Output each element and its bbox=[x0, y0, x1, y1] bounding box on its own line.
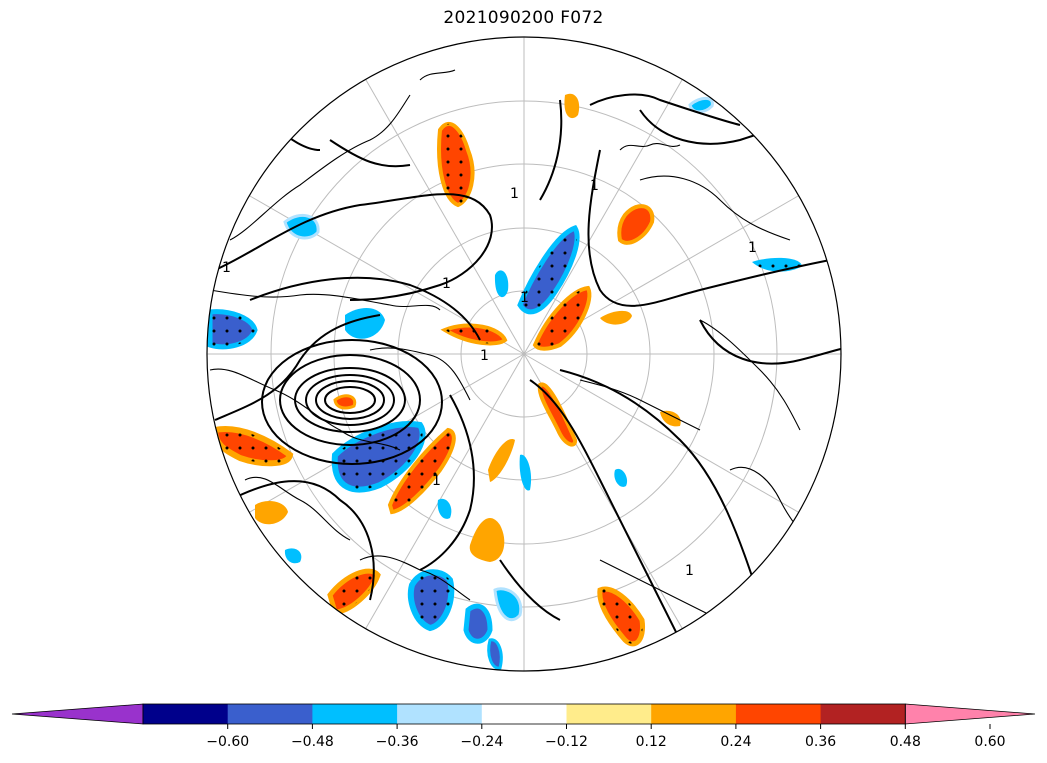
colorbar-tick-label: 0.60 bbox=[974, 734, 1005, 750]
colorbar-box bbox=[312, 704, 398, 724]
colorbar-tick-label: −0.36 bbox=[376, 734, 419, 750]
contour-labels: 1 1 1 1 1 1 1 1 1 bbox=[222, 178, 757, 579]
colorbar-box bbox=[143, 704, 229, 724]
contour-label: 1 bbox=[520, 290, 529, 306]
coastlines bbox=[209, 69, 811, 621]
colorbar-extend-max bbox=[904, 703, 1036, 725]
contour-label: 1 bbox=[510, 186, 519, 202]
colorbar-tick-label: −0.48 bbox=[291, 734, 334, 750]
polar-map: 1 1 1 1 1 1 1 1 1 bbox=[206, 36, 842, 672]
colorbar-box bbox=[651, 704, 737, 724]
height-contours bbox=[214, 93, 841, 661]
contour-label: 1 bbox=[590, 178, 599, 194]
colorbar-tick-label: 0.48 bbox=[890, 734, 921, 750]
colorbar-box bbox=[397, 704, 483, 724]
contour-label: 1 bbox=[442, 276, 451, 292]
colorbar-box bbox=[735, 704, 822, 724]
colorbar-outline bbox=[142, 703, 906, 725]
colorbar-box bbox=[566, 704, 652, 724]
contour-label: 1 bbox=[685, 563, 694, 579]
map-title: 2021090200 F072 bbox=[443, 8, 604, 28]
colorbar-box bbox=[820, 704, 906, 724]
colorbar-box bbox=[227, 704, 313, 724]
significance-stippling bbox=[210, 123, 802, 644]
colorbar-tick-label: −0.60 bbox=[206, 734, 249, 750]
colorbar-tick-label: −0.24 bbox=[460, 734, 503, 750]
contour-label: 1 bbox=[432, 473, 441, 489]
contour-label: 1 bbox=[222, 260, 231, 276]
colorbar-tick-label: 0.36 bbox=[805, 734, 836, 750]
contour-label: 1 bbox=[480, 348, 489, 364]
colorbar-tick-label: 0.24 bbox=[720, 734, 751, 750]
colorbar: −0.60 −0.48 −0.36 −0.24 −0.12 0.12 0.24 0.36 0.4… bbox=[11, 703, 1036, 750]
colorbar-extend-min bbox=[11, 703, 144, 725]
map-boundary bbox=[206, 36, 842, 672]
colorbar-tick-label: 0.12 bbox=[636, 734, 667, 750]
colorbar-tick-label: −0.12 bbox=[545, 734, 588, 750]
contour-label: 1 bbox=[748, 240, 757, 256]
colorbar-box bbox=[481, 704, 567, 724]
